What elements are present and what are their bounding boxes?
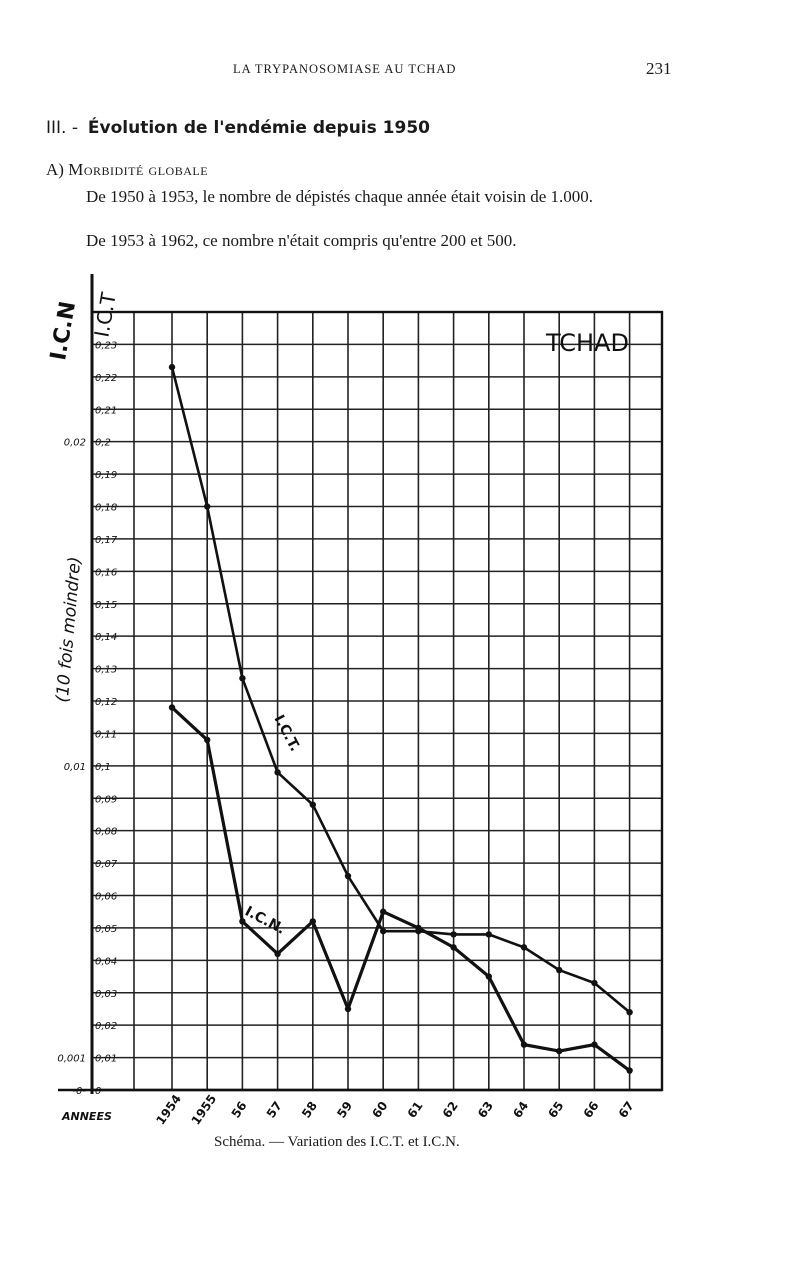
- x-tick-label: 65: [545, 1099, 566, 1121]
- data-point: [344, 872, 352, 880]
- x-tick-label: 67: [616, 1099, 637, 1121]
- data-point: [556, 966, 563, 974]
- x-tick-label: 62: [440, 1099, 461, 1121]
- data-point: [204, 503, 211, 510]
- ict-tick-label: 0,19: [95, 470, 117, 481]
- x-tick-label: 59: [334, 1099, 355, 1121]
- ict-tick-label: 0,1: [95, 762, 111, 773]
- chart-axes: [58, 274, 664, 1094]
- ict-tick-label: 0,14: [95, 632, 117, 643]
- icn-tick-label: 0,02: [64, 438, 86, 449]
- data-point: [274, 950, 281, 958]
- data-point: [380, 927, 387, 935]
- ict-tick-label: 0,21: [95, 405, 117, 416]
- figure-caption: Schéma. — Variation des I.C.T. et I.C.N.: [214, 1134, 460, 1150]
- data-point: [556, 1047, 563, 1055]
- x-tick-label: 63: [475, 1099, 496, 1121]
- section-heading: III. - Évolution de l'endémie depuis 195…: [46, 118, 430, 138]
- data-point: [415, 924, 422, 932]
- ict-tick-label: 0,15: [95, 600, 117, 611]
- data-point: [450, 931, 457, 938]
- x-tick-label: 66: [581, 1099, 602, 1121]
- x-tick-label: 61: [405, 1099, 426, 1121]
- ict-tick-label: 0,18: [95, 503, 117, 514]
- page-number: 231: [646, 59, 672, 78]
- icn-tick-label: -0-: [72, 1086, 86, 1097]
- ict-tick-label: 0,2: [95, 438, 111, 449]
- ict-tick-label: 0: [95, 1086, 101, 1097]
- data-point: [204, 736, 211, 744]
- chart-title: TCHAD: [545, 329, 629, 357]
- section-number: III. -: [46, 118, 78, 138]
- x-tick-label: 60: [369, 1099, 390, 1121]
- running-title: LA TRYPANOSOMIASE AU TCHAD: [233, 62, 457, 76]
- x-tick-label: 57: [264, 1099, 285, 1121]
- data-point: [239, 918, 246, 925]
- chart-labels: ANNEES I.C.N I.C.T (10 fois moindre) TCHAD I.…: [46, 290, 629, 1123]
- ict-tick-label: 0,05: [95, 924, 117, 935]
- ict-tick-label: 0,11: [95, 729, 117, 740]
- x-tick-label: 58: [299, 1099, 320, 1121]
- chart-tick-labels: 0 0,01 0,02 0,03 0,04 0,05 0,06 0,07 0,08 0,09 0,1…: [57, 340, 636, 1127]
- ict-icn-chart: 0 0,01 0,02 0,03 0,04 0,05 0,06 0,07 0,08 0,09 0,1…: [46, 274, 664, 1127]
- ict-tick-label: 0,02: [95, 1021, 117, 1032]
- x-tick-label: 1954: [153, 1092, 184, 1127]
- x-tick-label: 56: [229, 1099, 250, 1121]
- x-axis-label: ANNEES: [61, 1110, 112, 1123]
- data-point: [380, 908, 387, 915]
- data-point: [626, 1067, 633, 1074]
- ict-tick-label: 0,06: [95, 892, 117, 903]
- ict-tick-label: 0,08: [95, 827, 117, 838]
- data-point: [626, 1009, 633, 1016]
- data-point: [168, 363, 176, 371]
- ict-tick-label: 0,07: [95, 859, 118, 870]
- data-point: [450, 944, 457, 951]
- ict-tick-label: 0,22: [95, 373, 117, 384]
- data-point: [274, 769, 281, 776]
- icn-scale-note: (10 fois moindre): [53, 556, 86, 704]
- data-point: [344, 1005, 352, 1013]
- paragraph-1: De 1950 à 1953, le nombre de dépistés ch…: [86, 187, 594, 206]
- ict-tick-label: 0,23: [95, 340, 117, 351]
- subsection-letter: A): [46, 160, 64, 179]
- series-label-icn: I.C.N.: [242, 903, 288, 937]
- data-point: [485, 973, 492, 980]
- x-tick-label: 1955: [189, 1092, 220, 1127]
- ict-tick-label: 0,17: [95, 535, 118, 546]
- ict-tick-label: 0,03: [95, 989, 117, 1000]
- data-point: [520, 1041, 528, 1048]
- data-point: [239, 675, 246, 682]
- subsection-title: Morbidité globale: [68, 160, 209, 179]
- data-point: [309, 801, 316, 808]
- section-title: Évolution de l'endémie depuis 1950: [87, 118, 430, 138]
- ict-tick-label: 0,01: [95, 1054, 117, 1065]
- ict-tick-label: 0,16: [95, 567, 117, 578]
- chart-series: [168, 363, 633, 1074]
- subsection-heading: A) Morbidité globale: [46, 160, 208, 180]
- data-point: [309, 918, 316, 925]
- chart-grid: [92, 311, 662, 1090]
- data-point: [485, 931, 492, 938]
- data-point: [591, 979, 598, 987]
- data-point: [520, 944, 528, 951]
- ict-tick-label: 0,09: [95, 794, 117, 805]
- icn-tick-label: 0,01: [64, 762, 86, 773]
- icn-axis-label: I.C.N: [46, 299, 81, 362]
- data-point: [591, 1041, 598, 1048]
- icn-tick-label: 0,001: [57, 1054, 86, 1065]
- x-tick-label: 64: [510, 1099, 531, 1121]
- ict-tick-label: 0,12: [95, 697, 117, 708]
- ict-tick-label: 0,13: [95, 665, 117, 676]
- data-point: [168, 704, 176, 711]
- paragraph-2: De 1953 à 1962, ce nombre n'était compri…: [86, 231, 517, 250]
- ict-tick-label: 0,04: [95, 956, 117, 967]
- ict-axis-label: I.C.T: [89, 290, 121, 339]
- series-line-ict: [170, 366, 631, 1014]
- series-line-icn: [170, 706, 631, 1072]
